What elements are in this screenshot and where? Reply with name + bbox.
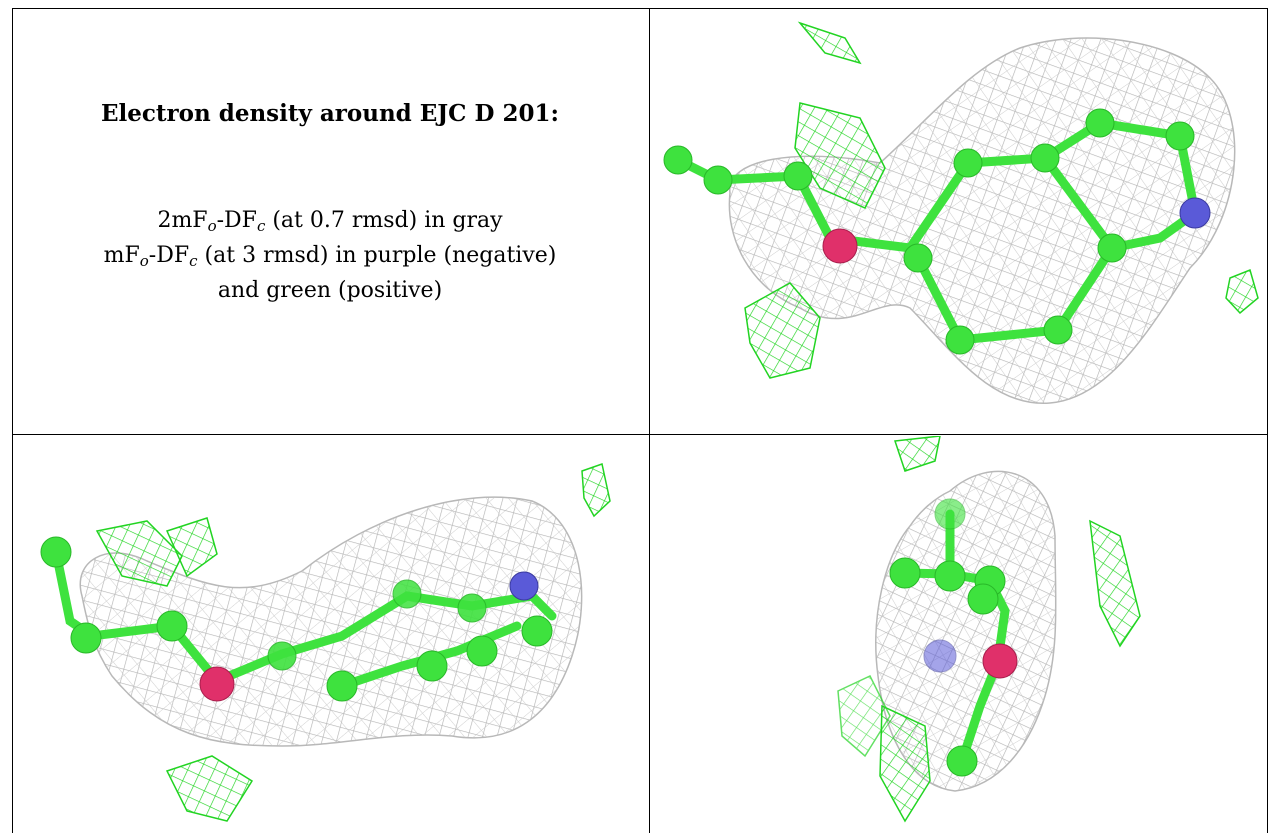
caption-line-1: 2mFo-DFc (at 0.7 rmsd) in gray [157,208,503,235]
positive-difference-blob [581,463,611,518]
carbon-atom [267,641,297,671]
density-view-bottom-right [650,436,1268,833]
table-border-left [12,8,13,833]
oxygen-atom [982,643,1018,679]
carbon-atom [889,557,921,589]
caption-cell: Electron density around EJC D 201: 2mFo-… [12,8,648,433]
positive-difference-blob [879,704,931,823]
carbon-atom [903,243,933,273]
positive-difference-blob [837,675,891,758]
caption-line-2: mFo-DFc (at 3 rmsd) in purple (negative) [103,243,557,270]
table-divider-vertical [649,8,650,833]
positive-difference-blob [165,517,218,578]
carbon-atom [663,145,693,175]
carbon-atom [70,622,102,654]
density-view-top-right [650,8,1268,433]
nitrogen-atom [923,639,957,673]
gray-density-mesh-layer [875,471,1056,791]
carbon-atom [953,148,983,178]
carbon-atom [934,560,966,592]
oxygen-atom [822,228,858,264]
carbon-atom [1043,315,1073,345]
figure-title: Electron density around EJC D 201: [101,100,559,127]
positive-difference-blob [1225,268,1259,315]
positive-difference-blob [744,282,821,379]
carbon-atom [521,615,553,647]
carbon-atom [392,579,422,609]
carbon-atom [1097,233,1127,263]
carbon-atom [783,161,813,191]
carbon-atom [416,650,448,682]
carbon-atom [1165,121,1195,151]
positive-difference-blob [797,21,862,65]
table-border-right [1267,8,1268,833]
carbon-atom [945,325,975,355]
carbon-atom [466,635,498,667]
carbon-atom [967,583,999,615]
positive-difference-blob [95,520,183,587]
caption-line-3: and green (positive) [217,278,443,303]
carbon-atom [934,498,966,530]
positive-difference-blob [165,755,254,822]
table-divider-horizontal [12,434,1268,435]
carbon-atom [40,536,72,568]
carbon-atom [326,670,358,702]
carbon-atom [703,165,733,195]
positive-difference-blob [1089,519,1141,648]
density-render-3 [837,436,1141,823]
carbon-atom [1085,108,1115,138]
oxygen-atom [199,666,235,702]
table-border-top [12,8,1268,9]
nitrogen-atom [509,571,539,601]
density-render-1 [663,21,1259,404]
carbon-atom [156,610,188,642]
carbon-atom [1030,143,1060,173]
nitrogen-atom [1179,197,1211,229]
positive-difference-blob [893,436,941,472]
density-render-2 [40,463,611,822]
positive-difference-blob [794,102,886,209]
figure-caption: 2mFo-DFc (at 0.7 rmsd) in gray mFo-DFc (… [12,206,648,306]
carbon-atom [946,745,978,777]
carbon-atom [457,593,487,623]
density-view-bottom-left [12,436,648,833]
